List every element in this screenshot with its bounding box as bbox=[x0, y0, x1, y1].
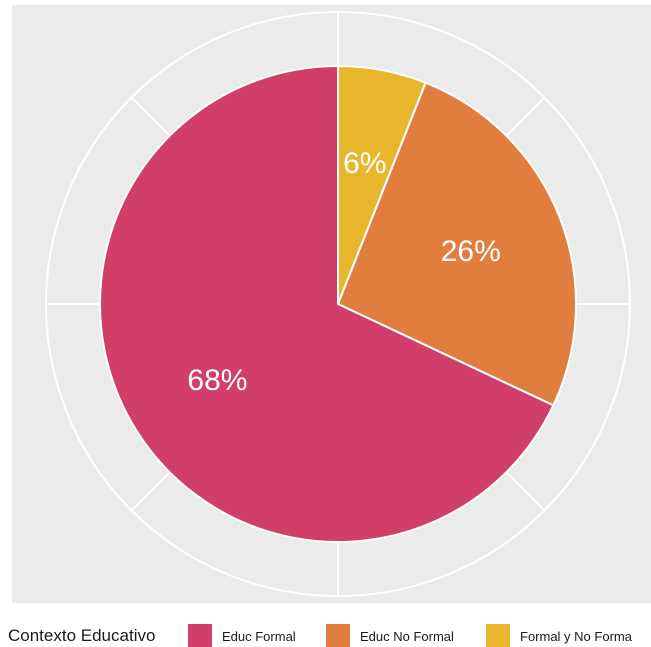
grid-spoke bbox=[130, 96, 174, 140]
legend-label-0: Educ Formal bbox=[222, 629, 296, 644]
legend-key-0 bbox=[188, 624, 212, 647]
legend-key-2 bbox=[486, 624, 510, 647]
legend-label-1: Educ No Formal bbox=[360, 629, 454, 644]
grid-spoke bbox=[130, 468, 174, 512]
polar-grid bbox=[45, 11, 631, 597]
legend-label-2: Formal y No Forma bbox=[520, 629, 633, 644]
grid-spoke bbox=[502, 96, 546, 140]
slice-label-1: 26% bbox=[441, 235, 501, 268]
legend-key-1 bbox=[326, 624, 350, 647]
slice-label-0: 6% bbox=[343, 147, 386, 180]
pie-slice-1 bbox=[336, 81, 577, 407]
legend: Contexto Educativo Educ Formal Educ No Fo… bbox=[8, 624, 633, 647]
pie-slice-2 bbox=[99, 64, 555, 543]
slice-labels: 6% 26% 68% bbox=[187, 147, 500, 397]
legend-title: Contexto Educativo bbox=[8, 626, 155, 645]
pie-slices bbox=[99, 64, 577, 543]
grid-spoke bbox=[502, 468, 546, 512]
slice-label-2: 68% bbox=[187, 364, 247, 397]
